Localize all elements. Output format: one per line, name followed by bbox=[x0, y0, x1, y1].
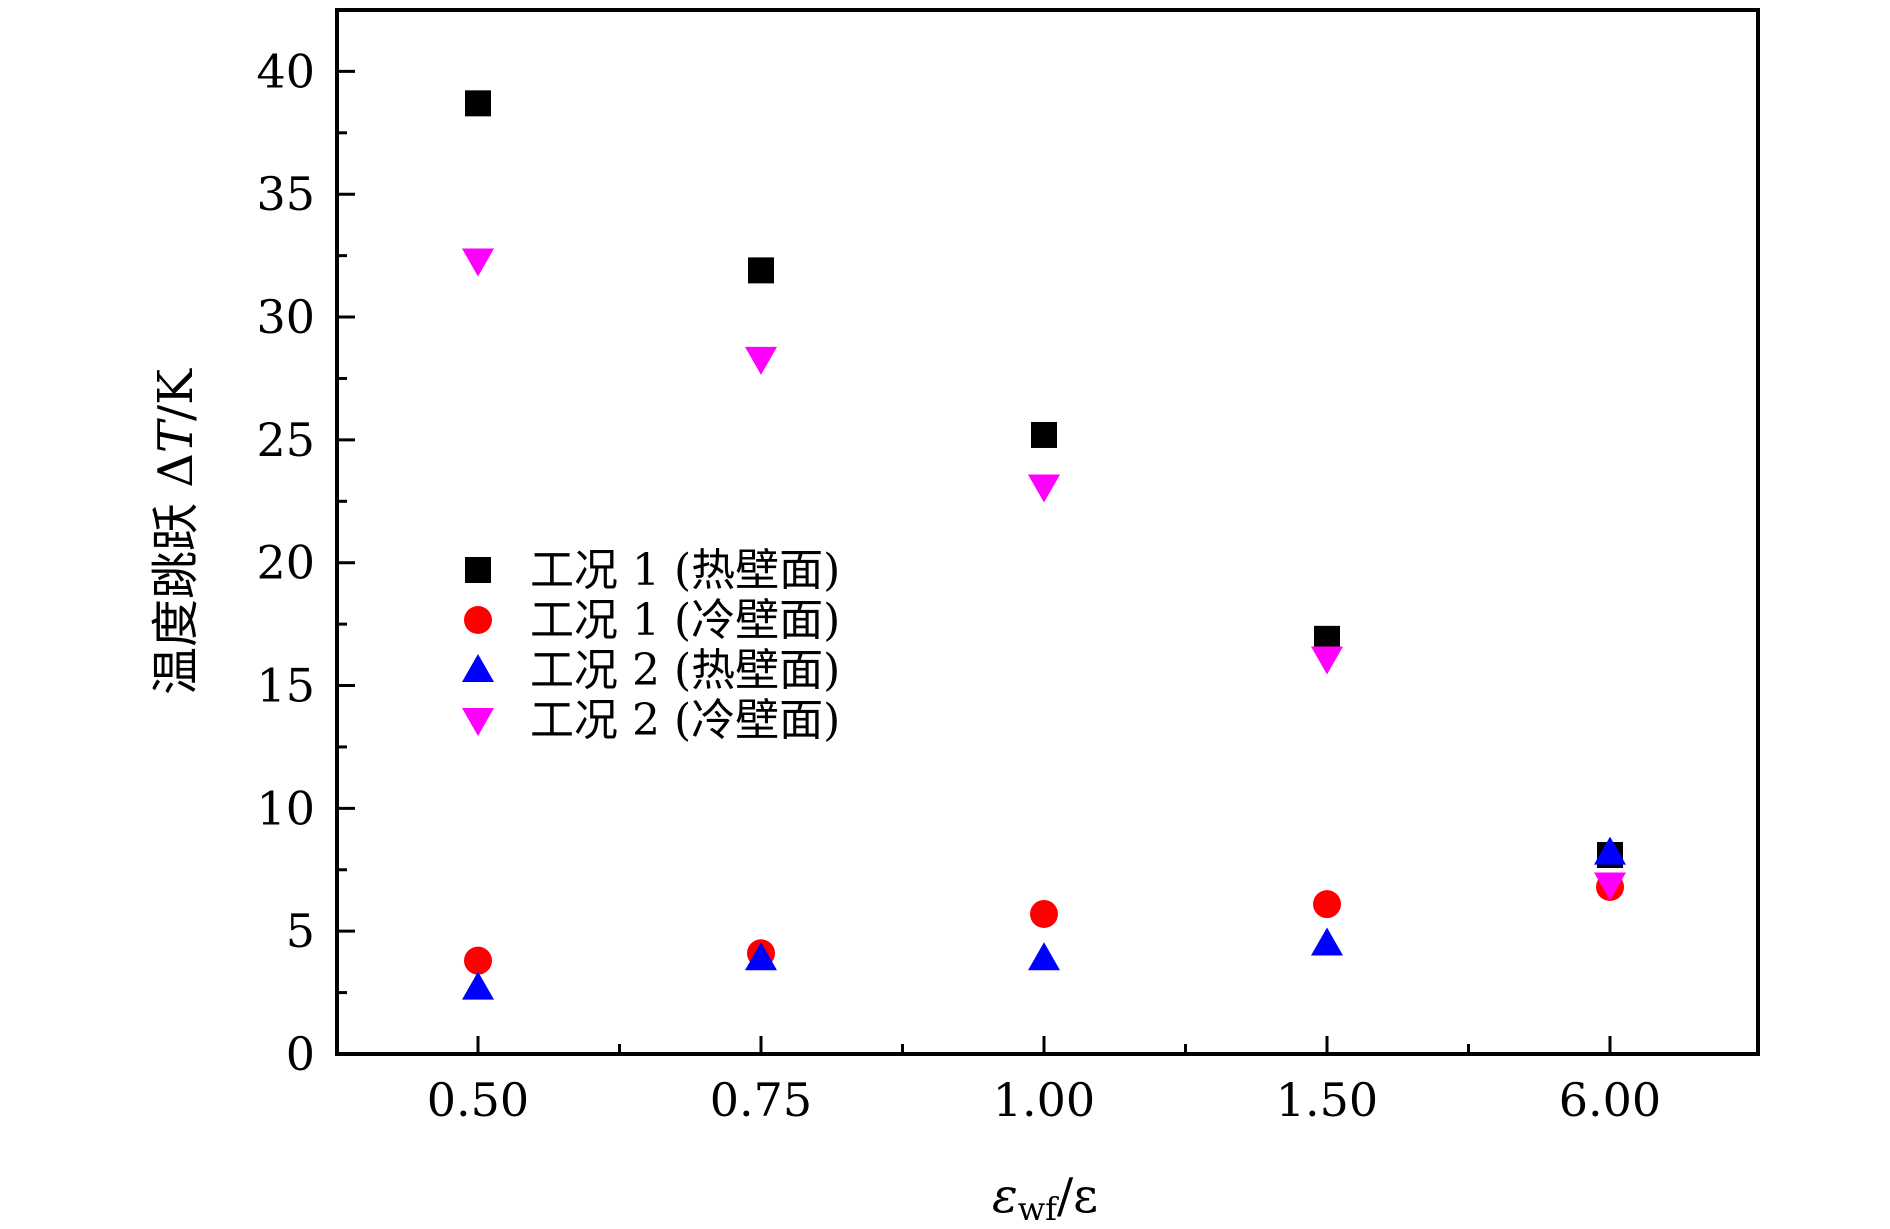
y-tick-label: 35 bbox=[256, 167, 315, 221]
legend-label: 工况 1 (热壁面) bbox=[530, 545, 840, 596]
y-tick-label: 0 bbox=[286, 1027, 315, 1081]
x-axis-title-sub: wf bbox=[1018, 1190, 1059, 1228]
legend-label: 工况 2 (热壁面) bbox=[530, 645, 840, 696]
data-point-square bbox=[465, 90, 491, 117]
x-axis-title: εwf/ε bbox=[992, 1168, 1098, 1228]
y-tick-label: 5 bbox=[286, 904, 315, 958]
legend-marker-circle bbox=[464, 606, 492, 634]
y-tick-label: 40 bbox=[256, 44, 315, 98]
x-axis-title-main: ε bbox=[992, 1168, 1018, 1224]
data-point-triangle-down bbox=[745, 346, 777, 375]
x-tick-label: 6.00 bbox=[1559, 1073, 1661, 1127]
data-point-triangle-up bbox=[745, 942, 777, 971]
x-tick-label: 1.50 bbox=[1276, 1073, 1378, 1127]
data-point-triangle-up bbox=[1311, 927, 1343, 956]
x-tick-label: 0.50 bbox=[427, 1073, 529, 1127]
data-point-square bbox=[1031, 421, 1057, 448]
legend-label: 工况 2 (冷壁面) bbox=[530, 695, 840, 746]
x-tick-label: 0.75 bbox=[710, 1073, 812, 1127]
y-axis-title-suffix: /K bbox=[148, 368, 204, 421]
legend: 工况 1 (热壁面)工况 1 (冷壁面)工况 2 (热壁面)工况 2 (冷壁面) bbox=[462, 545, 840, 746]
legend-marker-triangle-down bbox=[462, 708, 494, 736]
y-tick-label: 30 bbox=[256, 290, 315, 344]
y-tick-label: 10 bbox=[256, 781, 315, 835]
data-point-square bbox=[748, 257, 774, 284]
data-point-circle bbox=[1030, 899, 1058, 928]
data-point-circle bbox=[1313, 890, 1341, 919]
data-point-triangle-down bbox=[1028, 474, 1060, 503]
legend-marker-triangle-up bbox=[462, 654, 494, 682]
y-tick-label: 25 bbox=[256, 413, 315, 467]
data-point-triangle-up bbox=[462, 971, 494, 1000]
legend-marker-square bbox=[465, 557, 491, 583]
data-point-triangle-down bbox=[462, 248, 494, 277]
x-axis-title-tail: /ε bbox=[1057, 1168, 1098, 1224]
legend-label: 工况 1 (冷壁面) bbox=[530, 595, 840, 646]
data-marks bbox=[462, 90, 1626, 1000]
y-axis-title: 温度跳跃 ΔT/K bbox=[148, 368, 204, 695]
data-point-triangle-up bbox=[1594, 836, 1626, 865]
axis-ticks: 0 5 10 15 20 25 30 35 40 0.50 0.75 1.00 1.50 6.00 bbox=[256, 44, 1661, 1127]
x-tick-label: 1.00 bbox=[993, 1073, 1095, 1127]
data-point-triangle-up bbox=[1028, 942, 1060, 971]
y-tick-label: 20 bbox=[256, 536, 315, 590]
plot-frame bbox=[335, 8, 1760, 1056]
y-tick-label: 15 bbox=[256, 659, 315, 713]
data-point-triangle-down bbox=[1311, 646, 1343, 675]
data-point-circle bbox=[464, 946, 492, 975]
y-axis-title-italic: T bbox=[148, 418, 204, 453]
data-point-triangle-down bbox=[1594, 872, 1626, 901]
y-axis-title-prefix: 温度跳跃 Δ bbox=[148, 453, 204, 695]
